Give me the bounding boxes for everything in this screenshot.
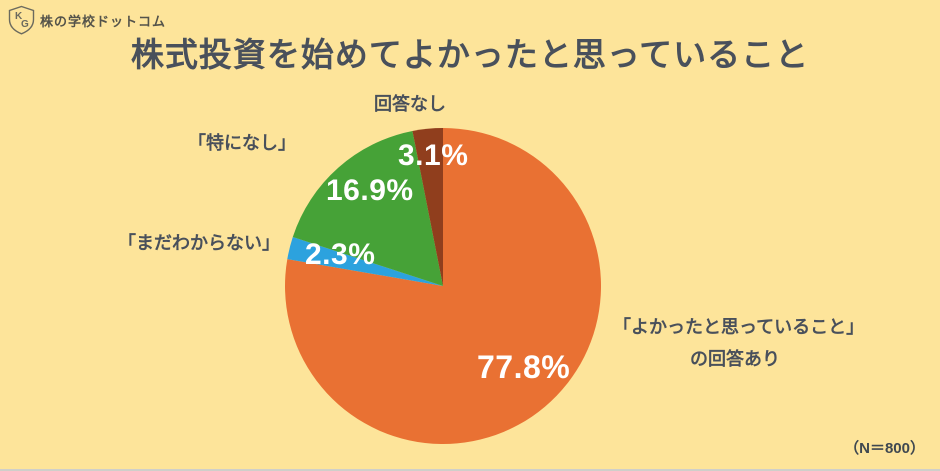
value-nothing-special: 16.9% — [326, 174, 414, 207]
pie-slice-1 — [287, 236, 443, 286]
label-answered-line2: の回答あり — [690, 349, 780, 369]
label-dont-know-yet: 「まだわからない」 — [118, 233, 280, 253]
shield-monogram-g: G — [21, 19, 29, 30]
shield-kg-icon: K G — [8, 5, 35, 35]
value-no-answer: 3.1% — [398, 139, 469, 172]
pie-slice-0 — [285, 128, 601, 444]
brand-logo: K G 株の学校ドットコム — [8, 5, 166, 35]
label-nothing-special: 「特になし」 — [188, 133, 296, 153]
shield-monogram-k: K — [15, 11, 23, 22]
chart-title: 株式投資を始めてよかったと思っていること — [130, 36, 810, 73]
label-no-answer: 回答なし — [374, 94, 446, 114]
label-answered: 「よかったと思っていること」 の回答あり — [613, 311, 865, 375]
brand-name: 株の学校ドットコム — [40, 13, 167, 29]
value-dont-know-yet: 2.3% — [305, 238, 376, 271]
value-answered: 77.8% — [477, 349, 571, 385]
pie-slice-2 — [292, 130, 443, 286]
sample-size-note: （N＝800） — [844, 440, 925, 457]
pie-chart — [285, 128, 601, 444]
pie-slice-3 — [412, 128, 443, 286]
label-answered-line1: 「よかったと思っていること」 — [613, 317, 865, 337]
